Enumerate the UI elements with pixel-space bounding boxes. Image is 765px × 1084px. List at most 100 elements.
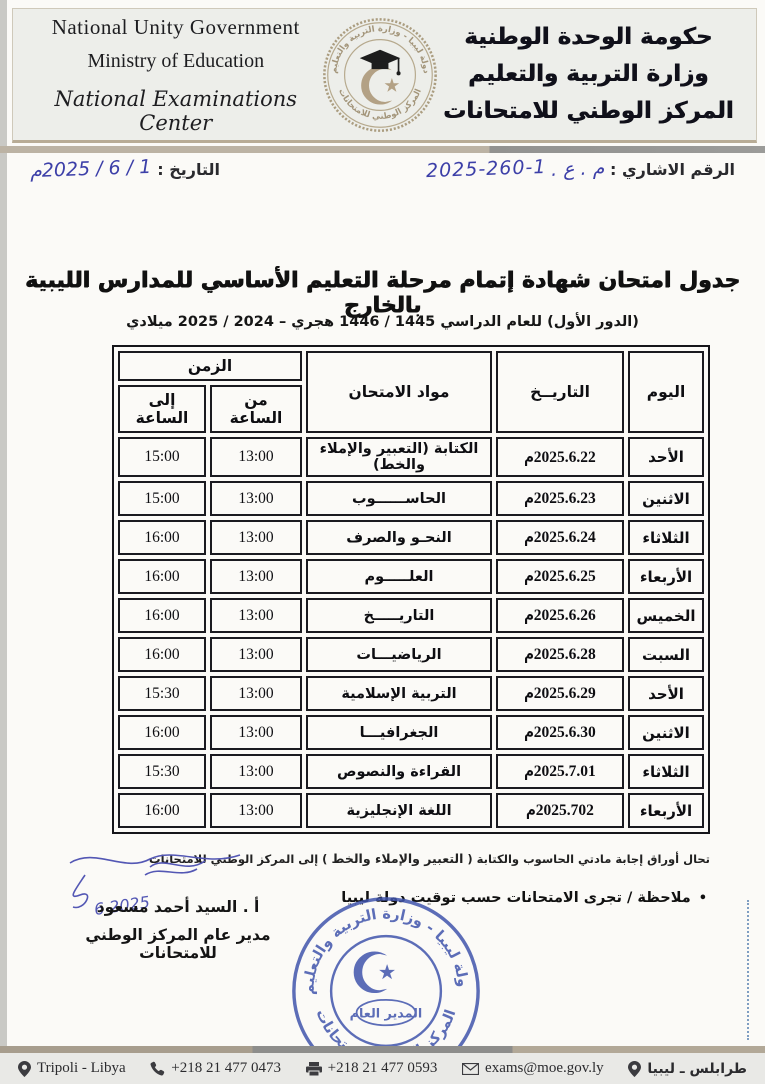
gov-name-ar: حكومة الوحدة الوطنية xyxy=(464,24,713,50)
letterhead-arabic: حكومة الوحدة الوطنية وزارة التربية والتع… xyxy=(439,19,738,130)
table-row: الخميس 2025.6.26م التاريـــــخ 13:00 16:… xyxy=(118,598,704,633)
column-header-day: اليوم xyxy=(628,351,704,433)
column-header-subject: مواد الامتحان xyxy=(306,351,492,433)
day-cell: الاثنين xyxy=(628,715,704,750)
email-item: exams@moe.gov.ly xyxy=(462,1060,604,1077)
signatory-block: أ . السيد أحمد مسعود مدير عام المركز الو… xyxy=(48,898,308,962)
reference-number-label: الرقم الاشاري : xyxy=(609,159,735,179)
from-time-cell: 13:00 xyxy=(210,637,302,672)
subject-cell: اللغة الإنجليزية xyxy=(306,793,492,828)
table-row: الثلاثاء 2025.6.24م النحـو والصرف 13:00 … xyxy=(118,520,704,555)
ministry-seal-icon: دولة ليبيا - وزارة التربية والتعليم المر… xyxy=(322,17,437,132)
day-cell: السبت xyxy=(628,637,704,672)
from-time-cell: 13:00 xyxy=(210,754,302,789)
table-row: الأربعاء 2025.702م اللغة الإنجليزية 13:0… xyxy=(118,793,704,828)
center-name-ar: المركز الوطني للامتحانات xyxy=(442,98,734,124)
day-cell: الأربعاء xyxy=(628,559,704,594)
from-time-cell: 13:00 xyxy=(210,559,302,594)
location-ar-text: طرابلس ـ ليبيا xyxy=(647,1060,747,1077)
note-text: تحال أوراق إجابة مادتي الحاسوب والكتابة … xyxy=(463,852,710,866)
stamp-center-text: المدير العام xyxy=(350,1006,423,1021)
from-time-cell: 13:00 xyxy=(210,437,302,477)
to-time-cell: 15:00 xyxy=(118,481,206,516)
fax-icon xyxy=(305,1061,322,1076)
fax-number: +218 21 477 0593 xyxy=(327,1060,438,1076)
date-cell: 2025.6.29م xyxy=(496,676,624,711)
table-row: الأحد 2025.6.22م الكتابة (التعبير والإمل… xyxy=(118,437,704,477)
location-pin-icon xyxy=(18,1060,31,1077)
date-cell: 2025.6.22م xyxy=(496,437,624,477)
contact-bar: Tripoli - Libya +218 21 477 0473 +218 21… xyxy=(0,1053,765,1084)
envelope-icon xyxy=(462,1062,480,1075)
to-time-cell: 16:00 xyxy=(118,559,206,594)
date-cell: 2025.6.28م xyxy=(496,637,624,672)
document-subtitle: (الدور الأول) للعام الدراسي 1445 / 1446 … xyxy=(126,314,639,330)
note-text: ) إلى المركز الوطني للامتحانات xyxy=(149,852,332,866)
to-time-cell: 16:00 xyxy=(118,598,206,633)
gov-name-en: National Unity Government xyxy=(51,14,300,39)
header-separator-rule xyxy=(0,146,765,153)
document-date-value: 1 / 6 / 2025م xyxy=(29,155,152,183)
center-name-en: National Examinations Center xyxy=(54,86,298,135)
letterhead: National Unity Government Ministry of Ed… xyxy=(12,8,757,143)
letterhead-english: National Unity Government Ministry of Ed… xyxy=(31,15,321,135)
date-cell: 2025.6.26م xyxy=(496,598,624,633)
column-header-time-group: الزمن xyxy=(118,351,302,381)
note-bold-text: التعبير والإملاء والخط xyxy=(331,851,464,866)
column-header-to: إلى الساعة xyxy=(118,385,206,433)
document-date: التاريخ : 1 / 6 / 2025م xyxy=(29,155,220,183)
date-cell: 2025.6.30م xyxy=(496,715,624,750)
to-time-cell: 15:30 xyxy=(118,676,206,711)
from-time-cell: 13:00 xyxy=(210,481,302,516)
date-cell: 2025.702م xyxy=(496,793,624,828)
from-time-cell: 13:00 xyxy=(210,520,302,555)
location-en-item: Tripoli - Libya xyxy=(18,1060,126,1077)
table-row: الأحد 2025.6.29م التربية الإسلامية 13:00… xyxy=(118,676,704,711)
table-row: السبت 2025.6.28م الرياضيـــات 13:00 16:0… xyxy=(118,637,704,672)
timing-remark-text: ملاحظة / تجرى الامتحانات حسب توقيت دولة … xyxy=(341,890,691,906)
table-row: الأربعاء 2025.6.25م العلـــــوم 13:00 16… xyxy=(118,559,704,594)
scan-dotted-line-artifact xyxy=(747,900,749,1040)
from-time-cell: 13:00 xyxy=(210,715,302,750)
to-time-cell: 15:00 xyxy=(118,437,206,477)
subject-cell: التربية الإسلامية xyxy=(306,676,492,711)
reference-line: الرقم الاشاري : 2025-260-1 م . ع . التار… xyxy=(29,155,735,200)
column-header-from: من الساعة xyxy=(210,385,302,433)
location-pin-icon xyxy=(628,1060,642,1077)
day-cell: الثلاثاء xyxy=(628,520,704,555)
answer-sheets-note: تحال أوراق إجابة مادتي الحاسوب والكتابة … xyxy=(40,851,710,866)
seal-graduation-cap-icon xyxy=(359,49,400,67)
day-cell: الأربعاء xyxy=(628,793,704,828)
day-cell: الأحد xyxy=(628,676,704,711)
date-cell: 2025.6.25م xyxy=(496,559,624,594)
table-row: الاثنين 2025.6.23م الحاســــــوب 13:00 1… xyxy=(118,481,704,516)
signatory-title: مدير عام المركز الوطني للامتحانات xyxy=(85,926,271,962)
footer-separator-rule xyxy=(0,1046,765,1053)
to-time-cell: 16:00 xyxy=(118,715,206,750)
reference-number: الرقم الاشاري : 2025-260-1 م . ع . xyxy=(426,156,735,182)
timing-remark: • ملاحظة / تجرى الامتحانات حسب توقيت دولة… xyxy=(341,890,707,906)
reference-number-letters: م . ع . xyxy=(550,157,605,181)
location-en-text: Tripoli - Libya xyxy=(37,1060,126,1076)
email-address: exams@moe.gov.ly xyxy=(485,1060,604,1076)
ministry-name-en: Ministry of Education xyxy=(87,49,265,72)
subject-cell: النحـو والصرف xyxy=(306,520,492,555)
from-time-cell: 13:00 xyxy=(210,598,302,633)
to-time-cell: 15:30 xyxy=(118,754,206,789)
subject-cell: الحاســــــوب xyxy=(306,481,492,516)
bullet-icon: • xyxy=(698,891,707,906)
scan-edge-artifact xyxy=(0,0,7,1084)
document-title: جدول امتحان شهادة إتمام مرحلة التعليم ال… xyxy=(24,268,741,318)
day-cell: الثلاثاء xyxy=(628,754,704,789)
date-cell: 2025.7.01م xyxy=(496,754,624,789)
table-row: الاثنين 2025.6.30م الجغرافيـــا 13:00 16… xyxy=(118,715,704,750)
fax-item: +218 21 477 0593 xyxy=(305,1060,438,1077)
location-ar-item: طرابلس ـ ليبيا xyxy=(628,1060,747,1077)
day-cell: الخميس xyxy=(628,598,704,633)
stamp-crescent-star-icon: ☪ xyxy=(349,941,400,1007)
from-time-cell: 13:00 xyxy=(210,793,302,828)
date-cell: 2025.6.23م xyxy=(496,481,624,516)
subject-cell: القراءة والنصوص xyxy=(306,754,492,789)
to-time-cell: 16:00 xyxy=(118,520,206,555)
